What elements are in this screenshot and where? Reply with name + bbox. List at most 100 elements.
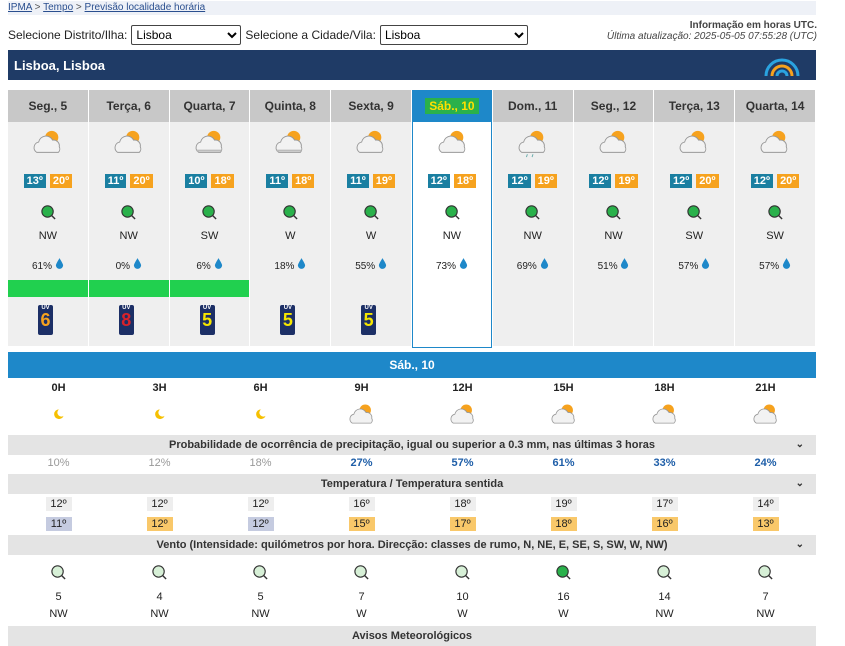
chevron-down-icon[interactable]: ⌄ (795, 439, 804, 450)
hour-label: 9H (354, 382, 369, 394)
hourly-precip-row: 10% 12% 18% 27% 57% 61% 33% 24% (8, 457, 816, 469)
wind-speed: 10 (456, 591, 469, 603)
day-label: Quarta, 7 (183, 99, 236, 113)
feel-value: 15º (348, 517, 375, 531)
city-select[interactable]: Lisboa (379, 25, 528, 45)
precip-value: 0% (115, 261, 131, 272)
feel-value: 11º (45, 517, 72, 531)
wind-dir: NW (523, 230, 542, 242)
wind-dir: NW (38, 230, 58, 242)
day-card[interactable]: Quarta, 7 10º 18º SW 6% UV 5 (169, 90, 250, 346)
temp-value: 17º (651, 497, 678, 511)
ipma-logo-icon (764, 58, 800, 77)
chevron-down-icon[interactable]: ⌄ (795, 539, 804, 550)
hour-label: 6H (253, 382, 268, 394)
hour-label: 0H (51, 382, 66, 394)
hourly-precip-value: 33% (653, 457, 676, 469)
hour-label: 18H (654, 382, 675, 394)
wind-dir: NW (150, 608, 169, 620)
day-temps: 12º 18º (413, 174, 491, 188)
hourly-precip-value: 27% (350, 457, 373, 469)
uv-index-badge: UV 5 (280, 305, 296, 335)
raindrop-icon (782, 258, 791, 272)
district-label: Selecione Distrito/Ilha: (8, 28, 128, 42)
precip-value: 6% (196, 261, 211, 272)
precip-prob: 55% (331, 258, 411, 272)
hourly-wind-icons-row (8, 563, 816, 583)
selector-row: Selecione Distrito/Ilha: Lisboa Selecion… (8, 25, 532, 45)
hours-row: 0H 3H 6H 9H 12H 15H 18H 21H (8, 382, 816, 394)
hourly-temp: 18º (412, 496, 513, 511)
day-card[interactable]: Sexta, 9 11º 19º W 55% UV 5 (331, 90, 411, 346)
feel-value: 16º (651, 517, 678, 531)
temp-section-header[interactable]: Temperatura / Temperatura sentida ⌄ (8, 474, 816, 494)
wind-speed: 5 (55, 591, 62, 603)
precip-section-header[interactable]: Probabilidade de ocorrência de precipita… (8, 435, 816, 455)
day-header[interactable]: Quinta, 8 (250, 90, 331, 122)
uv-value: 6 (40, 310, 51, 330)
hourly-temp: 16º (311, 496, 412, 511)
uv-value: 5 (363, 310, 374, 330)
uv-index-badge: UV 8 (118, 305, 134, 335)
day-card[interactable]: Seg., 12 12º 19º NW 51% (573, 90, 654, 346)
day-card[interactable]: Quinta, 8 11º 18º W 18% UV 5 (250, 90, 331, 346)
day-header[interactable]: Seg., 12 (573, 90, 654, 122)
day-card[interactable]: Terça, 13 12º 20º SW 57% (654, 90, 735, 346)
wind-direction-icon (39, 203, 57, 221)
hourly-wind-icon (614, 563, 715, 583)
wind-direction-icon (444, 203, 462, 221)
hourly-feel: 17º (412, 516, 513, 531)
wind-direction-icon (766, 203, 784, 221)
day-temps: 12º 19º (493, 174, 573, 188)
temp-min: 13º (23, 174, 46, 188)
hourly-wind-icon (210, 563, 311, 583)
day-header[interactable]: Seg., 5 (8, 90, 88, 122)
precip-value: 73% (435, 261, 456, 272)
hourly-precip-value: 24% (754, 457, 777, 469)
raindrop-icon (540, 258, 549, 272)
alerts-section-header[interactable]: Avisos Meteorológicos (8, 626, 816, 646)
breadcrumb-ipma[interactable]: IPMA (8, 2, 32, 13)
hourly-wind-icon (412, 563, 513, 583)
raindrop-icon (214, 258, 223, 272)
precip-value: 55% (355, 261, 376, 272)
chevron-down-icon[interactable]: ⌄ (795, 478, 804, 489)
day-header[interactable]: Terça, 13 (654, 90, 735, 122)
wind-direction-icon (524, 203, 542, 221)
day-header[interactable]: Dom., 11 (492, 90, 573, 122)
hourly-precip-value: 18% (249, 457, 272, 469)
day-card[interactable]: Quarta, 14 12º 20º SW 57% (735, 90, 815, 346)
district-select[interactable]: Lisboa (131, 25, 242, 45)
day-header[interactable]: Quarta, 14 (735, 90, 815, 122)
temp-min: 11º (266, 174, 288, 188)
wind-section-header[interactable]: Vento (Intensidade: quilómetros por hora… (8, 535, 816, 555)
hourly-weather-icon (311, 402, 412, 432)
uv-index-badge: UV 5 (199, 305, 215, 335)
hourly-weather-icon (210, 402, 311, 432)
day-card[interactable]: Sáb., 10 12º 18º NW 73% (411, 90, 492, 348)
day-header[interactable]: Terça, 6 (88, 90, 169, 122)
hour-label: 12H (452, 382, 473, 394)
temp-value: 12º (45, 497, 72, 511)
day-header[interactable]: Sáb., 10 (412, 90, 491, 122)
breadcrumb-previsao[interactable]: Previsão localidade horária (84, 2, 206, 13)
breadcrumb-tempo[interactable]: Tempo (43, 2, 74, 13)
wind-direction-icon (605, 203, 623, 221)
hourly-wind-speed-row: 5 4 5 7 10 16 14 7 (8, 591, 816, 603)
hourly-temp: 14º (715, 496, 816, 511)
day-card[interactable]: Seg., 5 13º 20º NW 61% UV 6 (8, 90, 88, 346)
hourly-feel: 15º (311, 516, 412, 531)
wind-speed: 14 (658, 591, 671, 603)
temp-min: 12º (670, 174, 693, 188)
wind-speed: 4 (156, 591, 163, 603)
day-card[interactable]: Dom., 11 12º 19º NW 69% (492, 90, 573, 346)
wind-dir: NW (119, 230, 138, 242)
day-header[interactable]: Quarta, 7 (169, 90, 250, 122)
precip-value: 18% (274, 261, 295, 272)
day-card[interactable]: Terça, 6 11º 20º NW 0% UV 8 (88, 90, 169, 346)
cloudy-sun-icon (111, 128, 147, 158)
temp-max: 20º (49, 174, 73, 188)
day-header[interactable]: Sexta, 9 (331, 90, 411, 122)
wind-dir: W (558, 608, 569, 620)
raindrop-icon (459, 258, 468, 272)
